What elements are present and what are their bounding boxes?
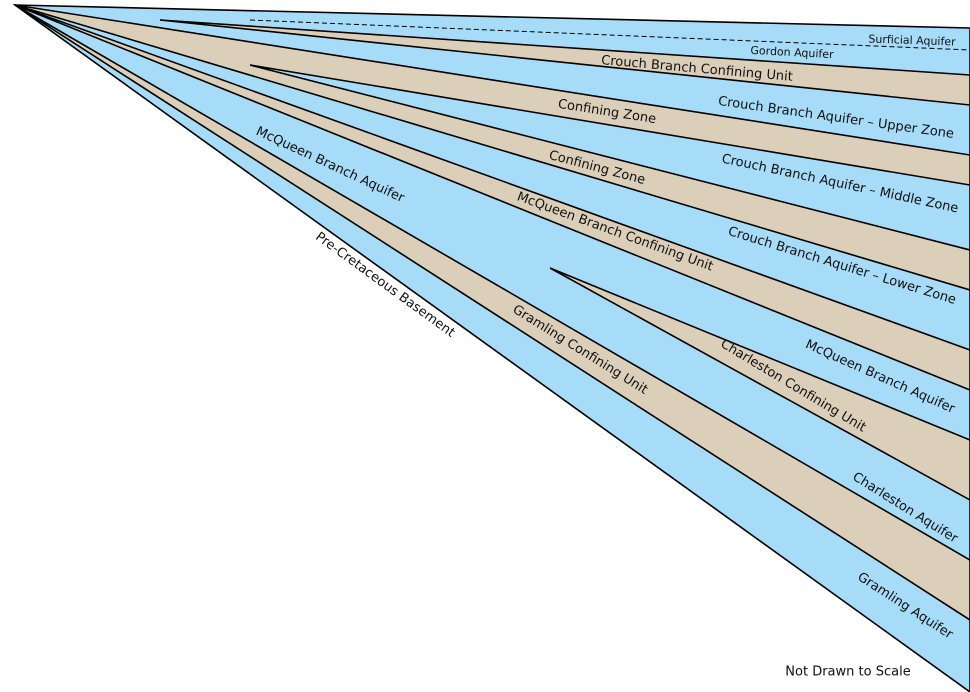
scale-note: Not Drawn to Scale — [785, 665, 910, 680]
dashed-boundary — [249, 19, 970, 51]
layer-label: Surficial Aquifer — [868, 32, 956, 48]
confining-layer — [14, 4, 970, 391]
layer-label: Gordon Aquifer — [750, 44, 834, 61]
confining-layer — [549, 267, 970, 501]
confining-layer — [159, 19, 970, 106]
aquifer-layer — [249, 64, 970, 251]
confining-layer — [14, 4, 970, 621]
confining-layer — [14, 4, 970, 291]
